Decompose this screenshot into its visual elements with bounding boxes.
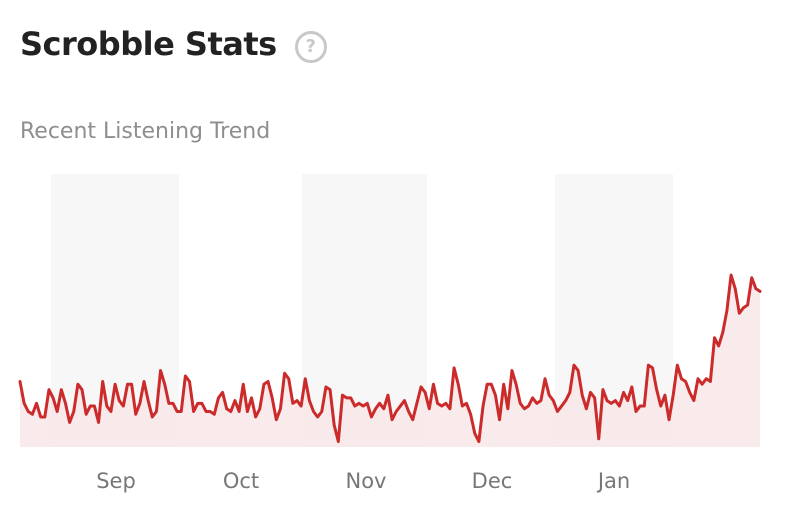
question-circle-icon[interactable]: ?	[294, 31, 327, 63]
series-line	[18, 273, 762, 444]
header: Scrobble Stats ?	[20, 22, 327, 66]
area-fill	[20, 275, 760, 447]
x-tick-label-jan: Jan	[596, 469, 630, 493]
x-tick-label-dec: Dec	[472, 469, 513, 493]
x-tick-label-sep: Sep	[96, 469, 136, 493]
x-tick-label-nov: Nov	[346, 469, 387, 493]
page-title: Scrobble Stats	[20, 25, 277, 63]
chart-title: Recent Listening Trend	[20, 119, 271, 144]
x-tick-label-oct: Oct	[223, 469, 259, 493]
